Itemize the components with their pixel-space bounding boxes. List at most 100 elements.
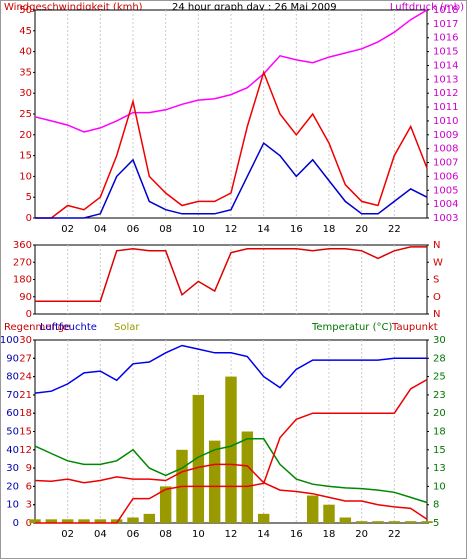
solar-bar xyxy=(159,486,172,523)
series-label: Luftfeuchte xyxy=(40,322,97,333)
y2-tick-label: 8 xyxy=(433,500,439,511)
series-label: Solar xyxy=(114,322,140,333)
y2-tick-label: S xyxy=(433,275,439,286)
x-tick-label: 22 xyxy=(388,224,401,235)
y-tick-label: 10 xyxy=(19,171,32,182)
series-label: Taupunkt xyxy=(391,322,438,333)
x-tick-label: 22 xyxy=(388,529,401,540)
plot-area xyxy=(34,244,428,315)
y-tick-label: 10 xyxy=(6,500,19,511)
x-tick-label: 18 xyxy=(323,529,336,540)
y-tick-label: 80 xyxy=(6,372,19,383)
y-tick-label: 0 xyxy=(26,213,32,224)
y2-tick-label: 1014 xyxy=(433,60,458,71)
y-tick-label: 0 xyxy=(13,518,19,529)
y2-tick-label: 1009 xyxy=(433,130,458,141)
x-tick-label: 06 xyxy=(127,224,140,235)
y2-tick-label: 1008 xyxy=(433,144,458,155)
x-tick-label: 12 xyxy=(225,529,238,540)
solar-bar xyxy=(388,521,401,523)
y2-tick-label: 5 xyxy=(433,518,439,529)
y-tick-label: 50 xyxy=(6,427,19,438)
y2-tick-label: 1006 xyxy=(433,171,458,182)
solar-bar xyxy=(306,495,319,523)
pressure-label: Luftdruck (mb) xyxy=(390,2,464,13)
y-tick-label: 30 xyxy=(19,88,32,99)
y-tick-label: 0 xyxy=(26,309,32,320)
solar-bar xyxy=(143,513,156,523)
solar-bar xyxy=(110,519,123,523)
y3-tick-label: 9 xyxy=(26,463,32,474)
x-tick-label: 02 xyxy=(61,224,74,235)
y2-tick-label: 1012 xyxy=(433,88,458,99)
solar-bar xyxy=(257,513,270,523)
x-tick-label: 20 xyxy=(355,529,368,540)
y3-tick-label: 27 xyxy=(19,353,32,364)
y-tick-label: 180 xyxy=(13,275,32,286)
y2-tick-label: 20 xyxy=(433,408,446,419)
solar-bar xyxy=(78,519,90,523)
x-tick-label: 06 xyxy=(127,529,140,540)
solar-bar xyxy=(127,517,139,523)
x-tick-label: 08 xyxy=(159,224,172,235)
y3-tick-label: 30 xyxy=(19,335,32,346)
solar-bar xyxy=(241,431,254,523)
y-tick-label: 60 xyxy=(6,408,19,419)
series-line xyxy=(34,9,428,133)
y2-tick-label: N xyxy=(433,309,440,320)
y-tick-label: 35 xyxy=(19,67,32,78)
y-tick-label: 270 xyxy=(13,257,32,268)
y3-tick-label: 6 xyxy=(26,481,32,492)
y-tick-label: 70 xyxy=(6,390,19,401)
solar-bar xyxy=(404,521,417,523)
y2-tick-label: N xyxy=(433,240,440,251)
x-tick-label: 16 xyxy=(290,529,303,540)
solar-bar xyxy=(45,519,58,523)
solar-bar xyxy=(192,394,205,523)
y3-tick-label: 0 xyxy=(26,518,32,529)
x-tick-label: 02 xyxy=(61,529,74,540)
y2-tick-label: 1003 xyxy=(433,213,458,224)
y2-tick-label: 1004 xyxy=(433,199,458,210)
x-tick-label: 08 xyxy=(159,529,172,540)
y-tick-label: 50 xyxy=(19,5,32,16)
series-line xyxy=(35,141,428,219)
solar-bar xyxy=(29,519,41,523)
y2-tick-label: 1016 xyxy=(433,33,458,44)
y-tick-label: 45 xyxy=(19,26,32,37)
x-tick-label: 12 xyxy=(225,224,238,235)
y3-tick-label: 3 xyxy=(26,500,32,511)
series-line xyxy=(34,438,428,504)
y2-tick-label: 18 xyxy=(433,427,446,438)
series-line xyxy=(35,70,428,219)
wind-label: Windgeschwindigkeit (kmh) xyxy=(4,2,143,13)
y-tick-label: 25 xyxy=(19,109,32,120)
y2-tick-label: 1007 xyxy=(433,158,458,169)
y-tick-label: 40 xyxy=(6,445,19,456)
y3-tick-label: 18 xyxy=(19,408,32,419)
x-tick-label: 16 xyxy=(290,224,303,235)
solar-bar xyxy=(421,521,433,523)
x-tick-label: 04 xyxy=(94,529,107,540)
y2-tick-label: 1011 xyxy=(433,102,458,113)
y-tick-label: 20 xyxy=(6,481,19,492)
solar-bar xyxy=(339,517,352,523)
solar-bar xyxy=(355,521,368,523)
x-tick-label: 10 xyxy=(192,529,205,540)
y-tick-label: 20 xyxy=(19,130,32,141)
y2-tick-label: 1013 xyxy=(433,74,458,85)
y3-tick-label: 24 xyxy=(19,372,32,383)
y2-tick-label: 1015 xyxy=(433,47,458,58)
series-line xyxy=(35,378,428,524)
x-tick-label: 14 xyxy=(257,529,270,540)
y-tick-label: 40 xyxy=(19,47,32,58)
y2-tick-label: 30 xyxy=(433,335,446,346)
series-line xyxy=(34,344,427,394)
x-tick-label: 10 xyxy=(192,224,205,235)
y-tick-label: 90 xyxy=(6,353,19,364)
x-tick-label: 18 xyxy=(323,224,336,235)
y2-tick-label: 13 xyxy=(433,463,446,474)
y-tick-label: 90 xyxy=(19,292,32,303)
y2-tick-label: O xyxy=(433,292,441,303)
